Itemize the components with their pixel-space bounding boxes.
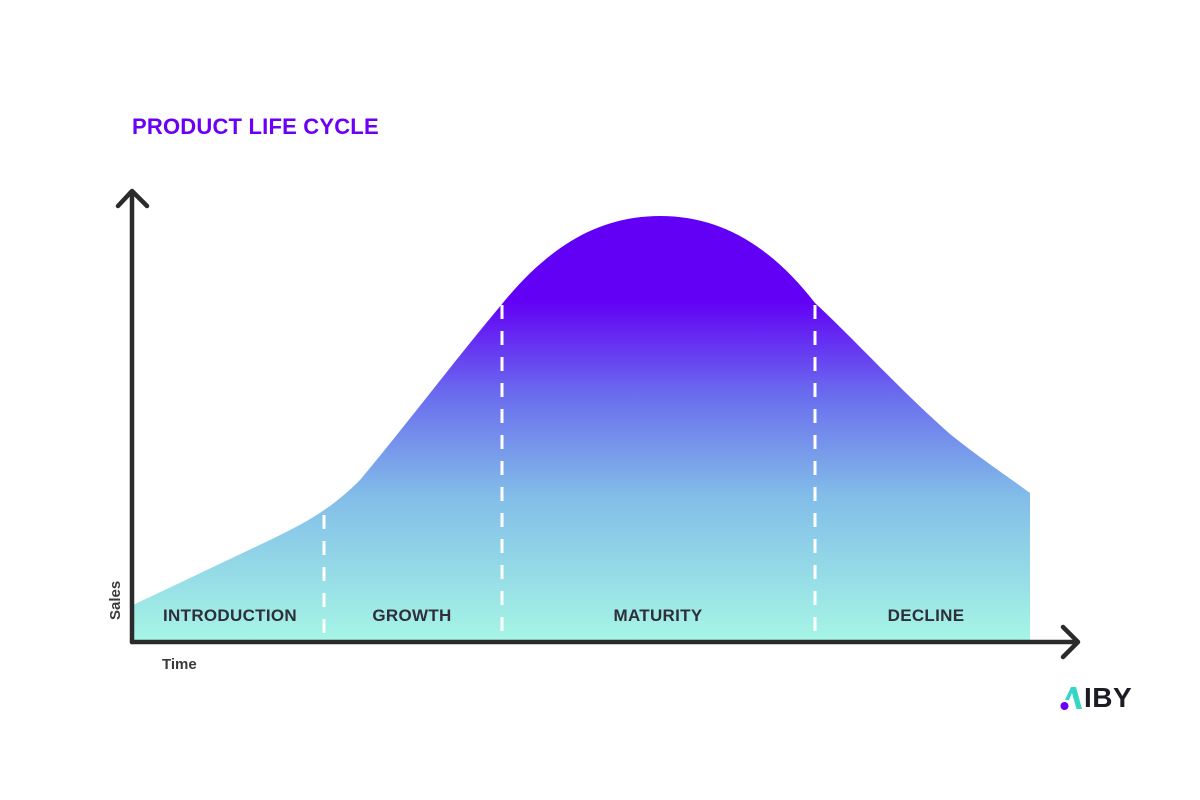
- page-title: PRODUCT LIFE CYCLE: [132, 114, 379, 139]
- y-axis-arrowhead: [115, 188, 150, 209]
- logo: IBY: [1060, 684, 1132, 712]
- stage-label-maturity: MATURITY: [614, 606, 703, 625]
- logo-text: IBY: [1084, 682, 1133, 713]
- axes: [115, 188, 1081, 660]
- x-axis-label: Time: [162, 656, 197, 673]
- sales-curve-area: [133, 216, 1030, 640]
- stage-label-decline: DECLINE: [888, 606, 965, 625]
- stage-label-introduction: INTRODUCTION: [163, 606, 297, 625]
- x-axis-arrowhead: [1060, 624, 1081, 660]
- niby-logo-mark-icon: [1060, 687, 1082, 710]
- y-axis-label: Sales: [107, 581, 124, 620]
- stage-label-growth: GROWTH: [372, 606, 451, 625]
